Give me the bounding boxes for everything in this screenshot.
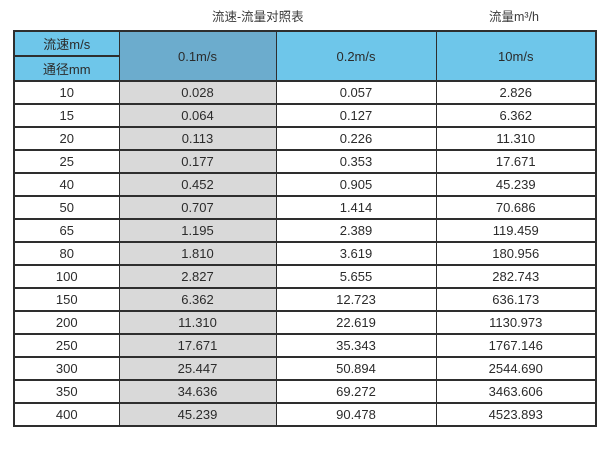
flow-cell-10ms: 636.173 (435, 287, 597, 312)
table-row: 40 0.452 0.905 45.239 (13, 172, 597, 197)
flow-cell-10ms: 119.459 (435, 218, 597, 243)
flow-cell-0-2ms: 22.619 (275, 310, 437, 335)
diameter-cell: 350 (13, 379, 120, 404)
flow-cell-0-2ms: 5.655 (275, 264, 437, 289)
corner-cell-velocity-label: 流速m/s (13, 30, 120, 57)
table-row: 200 11.310 22.619 1130.973 (13, 310, 597, 335)
flow-cell-0-2ms: 12.723 (275, 287, 437, 312)
table-row: 350 34.636 69.272 3463.606 (13, 379, 597, 404)
flow-cell-10ms: 4523.893 (435, 402, 597, 427)
diameter-cell: 15 (13, 103, 120, 128)
flow-cell-0-2ms: 90.478 (275, 402, 437, 427)
flow-cell-10ms: 2544.690 (435, 356, 597, 381)
flow-cell-0-2ms: 35.343 (275, 333, 437, 358)
flow-cell-10ms: 11.310 (435, 126, 597, 151)
flow-cell-0-1ms: 0.113 (118, 126, 277, 151)
velocity-header-10: 10m/s (435, 30, 597, 82)
flow-cell-10ms: 3463.606 (435, 379, 597, 404)
diameter-cell: 100 (13, 264, 120, 289)
diameter-cell: 150 (13, 287, 120, 312)
flow-rate-table: 流速m/s 0.1m/s 0.2m/s 10m/s 通径mm 10 0.028 0.… (13, 30, 597, 427)
flow-cell-10ms: 282.743 (435, 264, 597, 289)
diameter-cell: 10 (13, 80, 120, 105)
flow-cell-0-1ms: 2.827 (118, 264, 277, 289)
table-row: 400 45.239 90.478 4523.893 (13, 402, 597, 427)
flow-cell-10ms: 70.686 (435, 195, 597, 220)
flow-cell-0-1ms: 1.810 (118, 241, 277, 266)
flow-cell-0-1ms: 11.310 (118, 310, 277, 335)
header-row-bottom: 通径mm (13, 55, 596, 82)
flow-cell-10ms: 17.671 (435, 149, 597, 174)
table-title: 流速-流量对照表 (212, 10, 304, 24)
title-bar: 流速-流量对照表 流量m³/h (0, 0, 600, 30)
table-row: 100 2.827 5.655 282.743 (13, 264, 597, 289)
flow-cell-0-2ms: 1.414 (275, 195, 437, 220)
flow-cell-0-1ms: 0.177 (118, 149, 277, 174)
flow-cell-10ms: 1130.973 (435, 310, 597, 335)
table-row: 65 1.195 2.389 119.459 (13, 218, 597, 243)
table-row: 25 0.177 0.353 17.671 (13, 149, 597, 174)
flow-cell-0-2ms: 2.389 (275, 218, 437, 243)
velocity-header-0-2: 0.2m/s (275, 30, 437, 82)
diameter-cell: 50 (13, 195, 120, 220)
diameter-cell: 20 (13, 126, 120, 151)
flow-cell-0-2ms: 0.226 (275, 126, 437, 151)
flow-cell-0-1ms: 1.195 (118, 218, 277, 243)
table-row: 80 1.810 3.619 180.956 (13, 241, 597, 266)
flow-cell-0-2ms: 3.619 (275, 241, 437, 266)
diameter-cell: 40 (13, 172, 120, 197)
table-row: 10 0.028 0.057 2.826 (13, 80, 597, 105)
flow-cell-0-1ms: 0.452 (118, 172, 277, 197)
flow-cell-0-1ms: 6.362 (118, 287, 277, 312)
flow-cell-0-2ms: 69.272 (275, 379, 437, 404)
flow-cell-10ms: 1767.146 (435, 333, 597, 358)
table-row: 300 25.447 50.894 2544.690 (13, 356, 597, 381)
flow-cell-0-2ms: 0.127 (275, 103, 437, 128)
flow-cell-0-1ms: 17.671 (118, 333, 277, 358)
flow-cell-0-1ms: 0.064 (118, 103, 277, 128)
diameter-cell: 80 (13, 241, 120, 266)
corner-cell-diameter-label: 通径mm (13, 55, 120, 82)
table-header: 流速m/s 0.1m/s 0.2m/s 10m/s 通径mm (13, 30, 597, 82)
diameter-cell: 25 (13, 149, 120, 174)
diameter-cell: 200 (13, 310, 120, 335)
table-row: 250 17.671 35.343 1767.146 (13, 333, 597, 358)
table-body: 10 0.028 0.057 2.826 15 0.064 0.127 6.362 20 0.11… (13, 80, 597, 427)
flow-cell-0-1ms: 34.636 (118, 379, 277, 404)
diameter-cell: 65 (13, 218, 120, 243)
velocity-header-0-1: 0.1m/s (118, 30, 277, 82)
diameter-cell: 250 (13, 333, 120, 358)
flow-cell-10ms: 45.239 (435, 172, 597, 197)
diameter-cell: 400 (13, 402, 120, 427)
flow-cell-10ms: 6.362 (435, 103, 597, 128)
flow-cell-0-2ms: 0.057 (275, 80, 437, 105)
flow-cell-10ms: 180.956 (435, 241, 597, 266)
flow-unit-title: 流量m³/h (489, 10, 540, 24)
diameter-cell: 300 (13, 356, 120, 381)
flow-cell-0-2ms: 0.353 (275, 149, 437, 174)
header-row-top: 流速m/s 0.1m/s 0.2m/s 10m/s (13, 30, 597, 82)
flow-cell-0-2ms: 50.894 (275, 356, 437, 381)
flow-cell-0-1ms: 45.239 (118, 402, 277, 427)
table-row: 50 0.707 1.414 70.686 (13, 195, 597, 220)
table-row: 15 0.064 0.127 6.362 (13, 103, 597, 128)
flow-cell-0-1ms: 25.447 (118, 356, 277, 381)
table-row: 150 6.362 12.723 636.173 (13, 287, 597, 312)
flow-cell-0-2ms: 0.905 (275, 172, 437, 197)
flow-cell-0-1ms: 0.707 (118, 195, 277, 220)
flow-cell-0-1ms: 0.028 (118, 80, 277, 105)
flow-cell-10ms: 2.826 (435, 80, 597, 105)
table-row: 20 0.113 0.226 11.310 (13, 126, 597, 151)
